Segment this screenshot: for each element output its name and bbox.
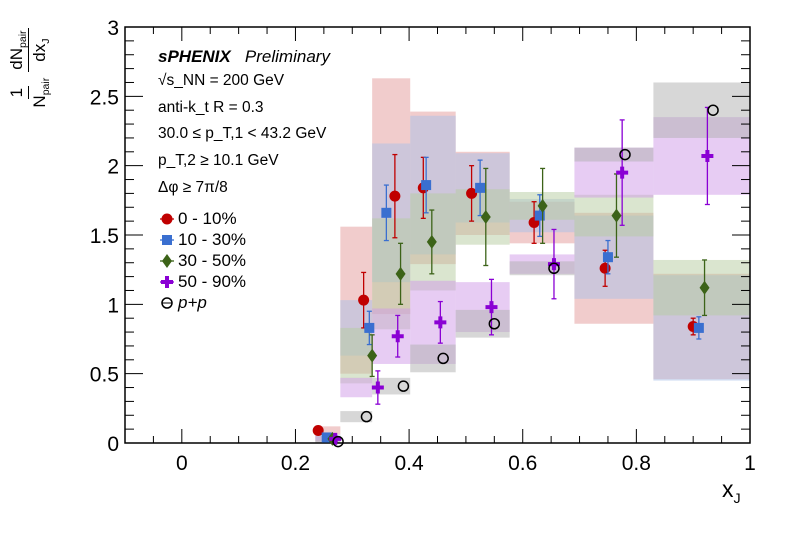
sys-box	[340, 411, 373, 423]
data-point	[547, 258, 560, 271]
sys-box	[455, 309, 510, 338]
legend-entry: 0 - 10%	[178, 209, 237, 228]
data-point	[381, 207, 392, 218]
fraction-denominator: dxJ	[30, 38, 53, 62]
data-point	[619, 148, 631, 161]
data-point	[332, 435, 344, 448]
data-point	[485, 301, 498, 314]
sys-box	[574, 147, 654, 162]
y-tick-label: 1.5	[90, 225, 119, 248]
y-tick-label: 0	[107, 433, 119, 456]
y-tick-label: 1	[107, 294, 119, 317]
experiment-label: sPHENIX	[158, 47, 231, 66]
y-label-fraction: 1 Npair	[7, 76, 53, 110]
subscript: J	[40, 38, 53, 44]
data-point	[693, 322, 704, 333]
sys-box	[509, 261, 575, 276]
x-tick-label: 0.2	[281, 452, 310, 475]
data-point	[488, 317, 501, 330]
data-point	[367, 348, 378, 363]
data-point	[358, 294, 370, 306]
legend-entry: 10 - 30%	[178, 230, 247, 249]
status-label: Preliminary	[244, 47, 330, 66]
data-point	[699, 280, 710, 295]
data-point	[321, 432, 332, 443]
data-point	[537, 198, 548, 213]
fraction-numerator: 1	[7, 85, 29, 100]
data-point	[707, 104, 719, 116]
subscript: J	[733, 490, 741, 507]
sys-box	[315, 426, 341, 435]
y-tick-label: 2	[107, 156, 119, 179]
data-point	[437, 352, 449, 365]
data-point	[616, 166, 629, 179]
x-tick-label: 0.6	[508, 452, 537, 475]
data-point	[480, 209, 491, 224]
legend-entry: p+p	[178, 293, 207, 312]
x-tick-label: 0.4	[394, 452, 424, 475]
data-point	[466, 187, 478, 199]
subscript: pair	[40, 77, 53, 96]
data-point	[548, 262, 560, 275]
sys-box	[653, 82, 750, 138]
y-tick-label: 0.5	[90, 364, 119, 387]
sys-box	[340, 377, 373, 398]
data-point	[329, 432, 342, 445]
data-point	[602, 252, 613, 263]
subscript: pair	[17, 30, 30, 48]
data-point	[426, 234, 437, 249]
data-point	[389, 190, 401, 202]
annotation-dphi: Δφ ≥ 7π/8	[158, 179, 228, 196]
annotation-energy: √s_NN = 200 GeV	[158, 72, 285, 89]
sys-box	[340, 327, 373, 384]
data-point	[434, 316, 447, 329]
y-tick-label: 2.5	[90, 86, 119, 109]
data-point	[395, 266, 406, 281]
annotation-pt2: p_T,2 ≥ 10.1 GeV	[158, 152, 279, 169]
sys-box	[372, 308, 411, 364]
data-point	[701, 149, 714, 162]
legend-entry: 50 - 90%	[178, 272, 247, 291]
data-point	[534, 210, 545, 221]
data-point	[611, 208, 622, 223]
data-point	[364, 322, 375, 333]
data-point	[599, 262, 611, 274]
data-point	[371, 381, 384, 394]
data-point	[421, 180, 432, 191]
legend-entry: 30 - 50%	[178, 251, 247, 270]
data-point	[360, 410, 373, 423]
data-point	[391, 330, 404, 343]
data-point	[475, 182, 486, 193]
x-tick-label: 1	[744, 452, 756, 475]
data-point	[312, 425, 324, 437]
y-label-fraction: dNpair dxJ	[7, 28, 53, 72]
y-tick-label: 3	[107, 17, 119, 40]
x-tick-label: 0.8	[622, 452, 651, 475]
annotation-jet: anti-k_t R = 0.3	[158, 99, 264, 116]
data-point	[397, 380, 410, 392]
x-axis-label: xJ	[722, 476, 741, 507]
fraction-denominator: Npair	[30, 77, 53, 108]
fraction-numerator: dNpair	[7, 28, 30, 72]
annotation-pt1: 30.0 ≤ p_T,1 < 43.2 GeV	[158, 125, 327, 142]
y-axis-label: 1 Npair dNpair dxJ	[5, 13, 53, 125]
x-tick-label: 0	[176, 452, 188, 475]
annotation-experiment: sPHENIX Preliminary	[158, 48, 330, 65]
